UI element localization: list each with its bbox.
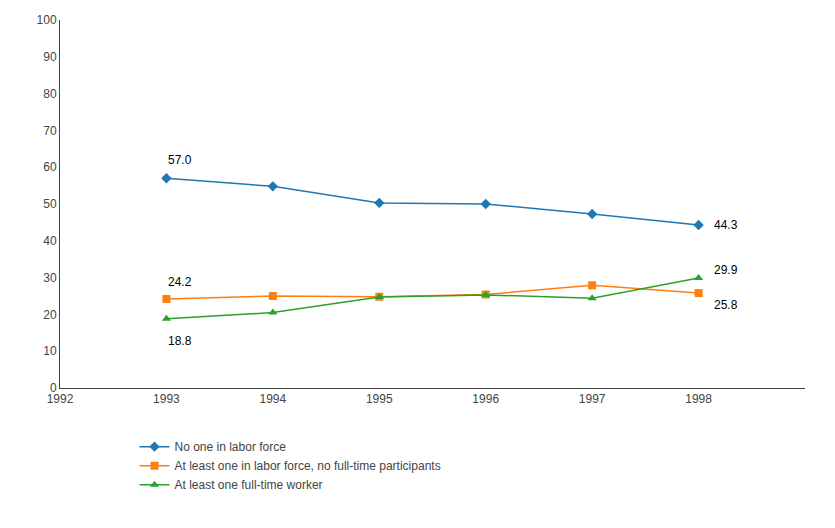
- svg-text:10: 10: [43, 344, 57, 358]
- svg-text:80: 80: [43, 87, 57, 101]
- svg-text:44.3: 44.3: [714, 218, 738, 232]
- svg-text:1995: 1995: [366, 392, 393, 406]
- svg-text:60: 60: [43, 160, 57, 174]
- svg-text:40: 40: [43, 234, 57, 248]
- svg-text:No one in labor force: No one in labor force: [175, 440, 287, 454]
- svg-text:30: 30: [43, 271, 57, 285]
- svg-text:1998: 1998: [685, 392, 712, 406]
- svg-text:70: 70: [43, 124, 57, 138]
- svg-text:20: 20: [43, 308, 57, 322]
- svg-text:57.0: 57.0: [168, 153, 192, 167]
- svg-text:1997: 1997: [579, 392, 606, 406]
- svg-text:90: 90: [43, 50, 57, 64]
- svg-text:1993: 1993: [153, 392, 180, 406]
- svg-text:25.8: 25.8: [714, 298, 738, 312]
- svg-text:29.9: 29.9: [714, 263, 738, 277]
- svg-text:0: 0: [50, 381, 57, 395]
- svg-text:24.2: 24.2: [168, 275, 192, 289]
- svg-text:18.8: 18.8: [168, 334, 192, 348]
- svg-text:100: 100: [37, 13, 57, 27]
- svg-text:1994: 1994: [260, 392, 287, 406]
- svg-text:At least one full-time worker: At least one full-time worker: [175, 478, 323, 492]
- svg-text:1996: 1996: [472, 392, 499, 406]
- svg-text:At least one in labor force, n: At least one in labor force, no full-tim…: [175, 459, 441, 473]
- svg-text:50: 50: [43, 197, 57, 211]
- svg-text:1992: 1992: [47, 392, 74, 406]
